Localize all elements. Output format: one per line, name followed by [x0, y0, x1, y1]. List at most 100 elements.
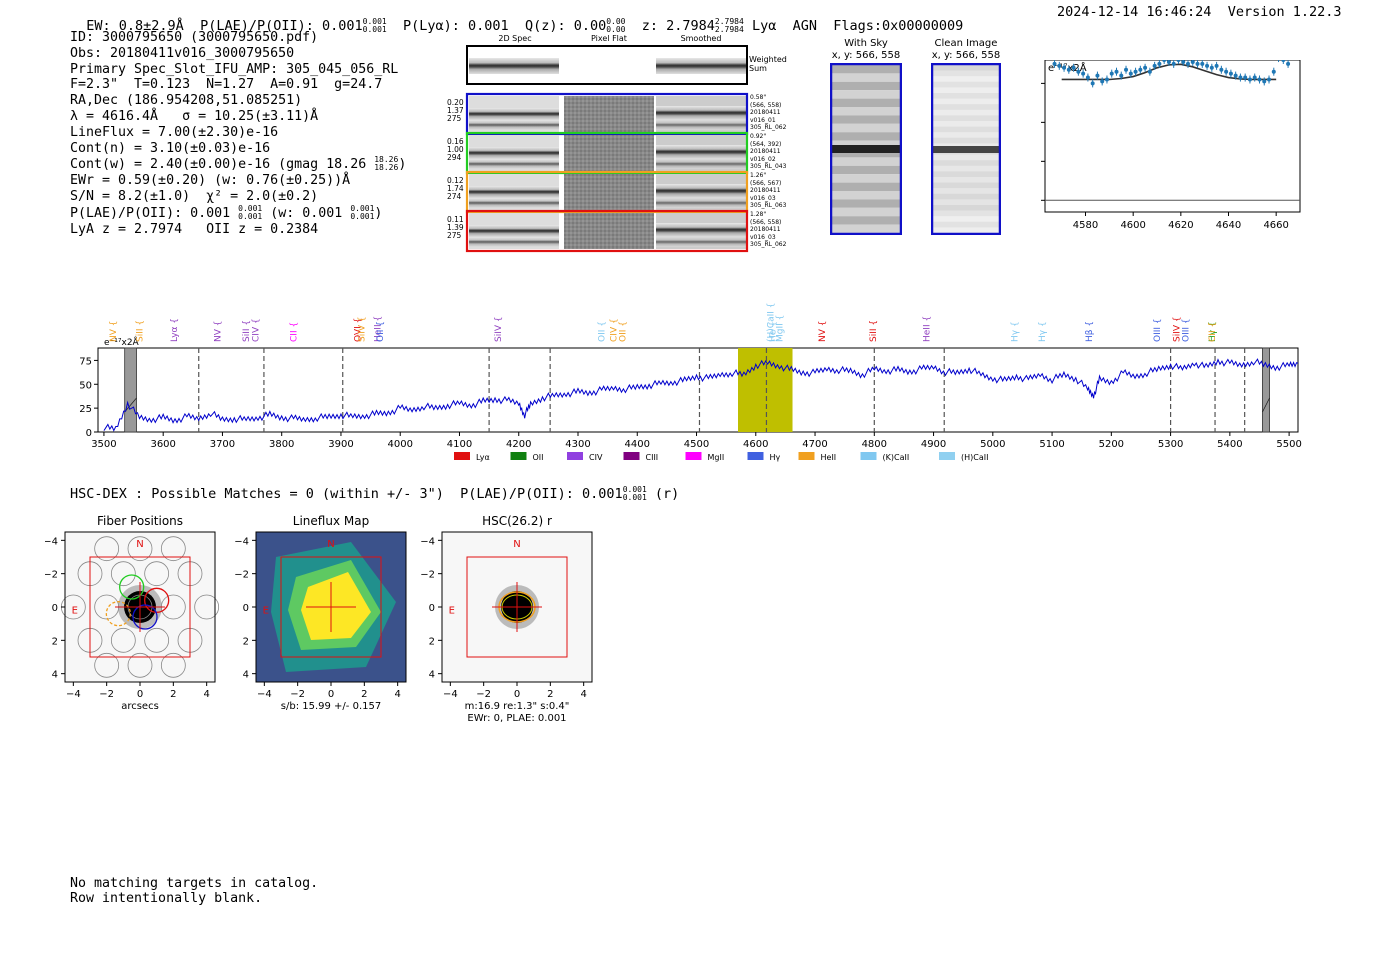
spec-xtick-label-11: 4600 — [743, 439, 768, 450]
with-sky-image — [830, 63, 902, 235]
spec-legend-swatch-5 — [747, 452, 764, 460]
header-z: z: 2.7984 — [641, 18, 715, 34]
cutout-smooth-line-2 — [656, 184, 746, 198]
sky-frame — [830, 63, 902, 235]
spec-line-label-4: SiII { — [242, 320, 252, 342]
zoom-point-21 — [1152, 63, 1157, 68]
spec-xtick-label-19: 5400 — [1217, 439, 1242, 450]
zoom-point-27 — [1181, 60, 1186, 64]
header-flags: Flags:0x00000009 — [833, 18, 964, 34]
zoom-point-49 — [1286, 61, 1291, 66]
zoom-point-42 — [1252, 75, 1257, 80]
sky-row-5 — [832, 107, 900, 116]
svg-text:NV {: NV { — [109, 321, 119, 342]
hsc-panels: Fiber Positions N E −4 4 −2 2 0 0 2 −2 4 −4 arcsecs Li… — [45, 514, 593, 724]
zoom-point-43 — [1257, 77, 1262, 82]
header-bar: EW: 0.8±2.9Å P(LAE)/P(OII): 0.001 0.001 0.… — [70, 2, 964, 35]
zoom-point-26 — [1176, 60, 1181, 62]
cutouts-panel: 2D Spec Pixel Flat Smoothed Weighted Sum… — [440, 30, 800, 260]
zoom-point-1 — [1057, 63, 1062, 68]
zoom-point-32 — [1205, 63, 1210, 68]
hsc-xlabel-1: s/b: 15.99 +/- 0.157 — [281, 701, 381, 712]
spec-xtick-label-12: 4700 — [802, 439, 827, 450]
clean-row-7 — [933, 104, 999, 110]
zoom-point-46 — [1271, 69, 1276, 74]
info-radec: RA,Dec (186.954208,51.085251) — [70, 93, 303, 109]
col-2d-spec: 2D Spec — [498, 34, 532, 43]
spec-line-label-25: SiIV { — [1173, 316, 1183, 342]
hsc-east-2: E — [449, 606, 455, 617]
svg-text:HeII {: HeII { — [374, 316, 384, 342]
fiber-5 — [110, 627, 136, 653]
clean-frame — [931, 63, 1001, 235]
spec-line-label-17: He { — [768, 321, 778, 342]
spec-excluded-band-0 — [124, 347, 137, 433]
cutout-row-right-3: 1.28" (566, 558) 20180411 v016_03 305_RL… — [750, 211, 787, 248]
sky-row-9 — [832, 140, 900, 149]
spec-legend-label-7: (K)CaII — [883, 453, 910, 462]
svg-text:OII {: OII { — [598, 321, 608, 342]
zoom-point-3 — [1066, 67, 1071, 72]
zoom-point-31 — [1200, 61, 1205, 66]
header-qz: Q(z): 0.00 — [524, 18, 607, 34]
clean-row-12 — [933, 132, 999, 138]
spec-legend-label-0: Lyα — [476, 453, 490, 462]
spec-legend-label-3: CIII — [646, 453, 659, 462]
header-right: 2024-12-14 16:46:24 Version 1.22.3 — [1057, 4, 1342, 20]
spec-line-label-2: Lyα { — [170, 318, 180, 342]
spec-legend-label-6: HeII — [821, 453, 837, 462]
spec-ytick-label-1: 25 — [79, 404, 92, 415]
sky-row-4 — [832, 98, 900, 107]
hsc-xtick-label-1-3: 2 — [361, 689, 367, 700]
zoom-point-29 — [1190, 60, 1195, 64]
clean-row-0 — [933, 65, 999, 71]
cutout-2d-line-3 — [469, 225, 559, 237]
hsc-xtick-label-0-3: 2 — [170, 689, 176, 700]
spec-line-label-6: CII { — [290, 322, 300, 342]
clean-row-26 — [933, 210, 999, 217]
spec-xtick-label-15: 5000 — [980, 439, 1005, 450]
spec-legend-swatch-3 — [623, 452, 640, 460]
info-sn: S/N = 8.2(±1.0) χ² = 2.0(±0.2) — [70, 188, 319, 204]
clean-row-21 — [933, 182, 999, 189]
clean-row-20 — [933, 177, 999, 183]
header-plya: P(Lyα): 0.001 — [403, 18, 509, 34]
cutout-smooth-line2-2 — [656, 198, 746, 208]
clean-row-16 — [933, 154, 999, 161]
spec-legend-label-4: MgII — [708, 453, 725, 462]
info-obs: Obs: 20180411v016_3000795650 — [70, 45, 295, 61]
spec-line-label-28: CII { — [1208, 322, 1218, 342]
spec-highlight-band — [738, 348, 793, 432]
hsc-panel-title-2: HSC(26.2) r — [482, 514, 552, 528]
header-plae-bounds: 0.001 0.001 — [362, 17, 387, 34]
svg-text:CII {: CII { — [1208, 322, 1218, 342]
svg-text:SiII {: SiII { — [135, 320, 145, 342]
spec-line-label-5: CIV { — [252, 318, 262, 342]
spec-xtick-label-13: 4800 — [862, 439, 887, 450]
clean-row-29 — [933, 227, 999, 233]
svg-text:OII {: OII { — [376, 321, 386, 342]
hsc-east-0: E — [72, 606, 78, 617]
svg-text:OIII {: OIII { — [1153, 318, 1163, 342]
zoom-xtick-label-0: 4580 — [1073, 220, 1098, 231]
clean-row-13 — [933, 137, 999, 144]
zoom-point-4 — [1071, 65, 1076, 70]
spec-xtick-label-9: 4400 — [625, 439, 650, 450]
info-contw: Cont(w) = 2.40(±0.00)e-16 (gmag 18.26 18… — [70, 155, 407, 173]
cutout-2d-line2-0 — [469, 120, 559, 130]
hsc-ytick-label-0-4: −4 — [45, 536, 58, 547]
footer-no-match: No matching targets in catalog. — [70, 876, 319, 891]
zoom-xtick-label-1: 4600 — [1120, 220, 1145, 231]
spec-line-label-21: Hγ { — [1011, 321, 1021, 342]
spec-xtick-label-14: 4900 — [921, 439, 946, 450]
spec-frame — [97, 347, 1299, 433]
spec-xtick-label-5: 4000 — [387, 439, 412, 450]
sky-row-17 — [832, 207, 900, 217]
hsc-xtick-label-1-2: 0 — [328, 689, 334, 700]
sky-row-7 — [832, 123, 900, 133]
zoom-point-45 — [1267, 77, 1272, 82]
spec-legend-swatch-1 — [510, 452, 527, 460]
zoom-point-44 — [1262, 79, 1267, 84]
svg-text:(H)CaII {: (H)CaII { — [767, 303, 777, 343]
zoom-point-15 — [1124, 67, 1129, 72]
